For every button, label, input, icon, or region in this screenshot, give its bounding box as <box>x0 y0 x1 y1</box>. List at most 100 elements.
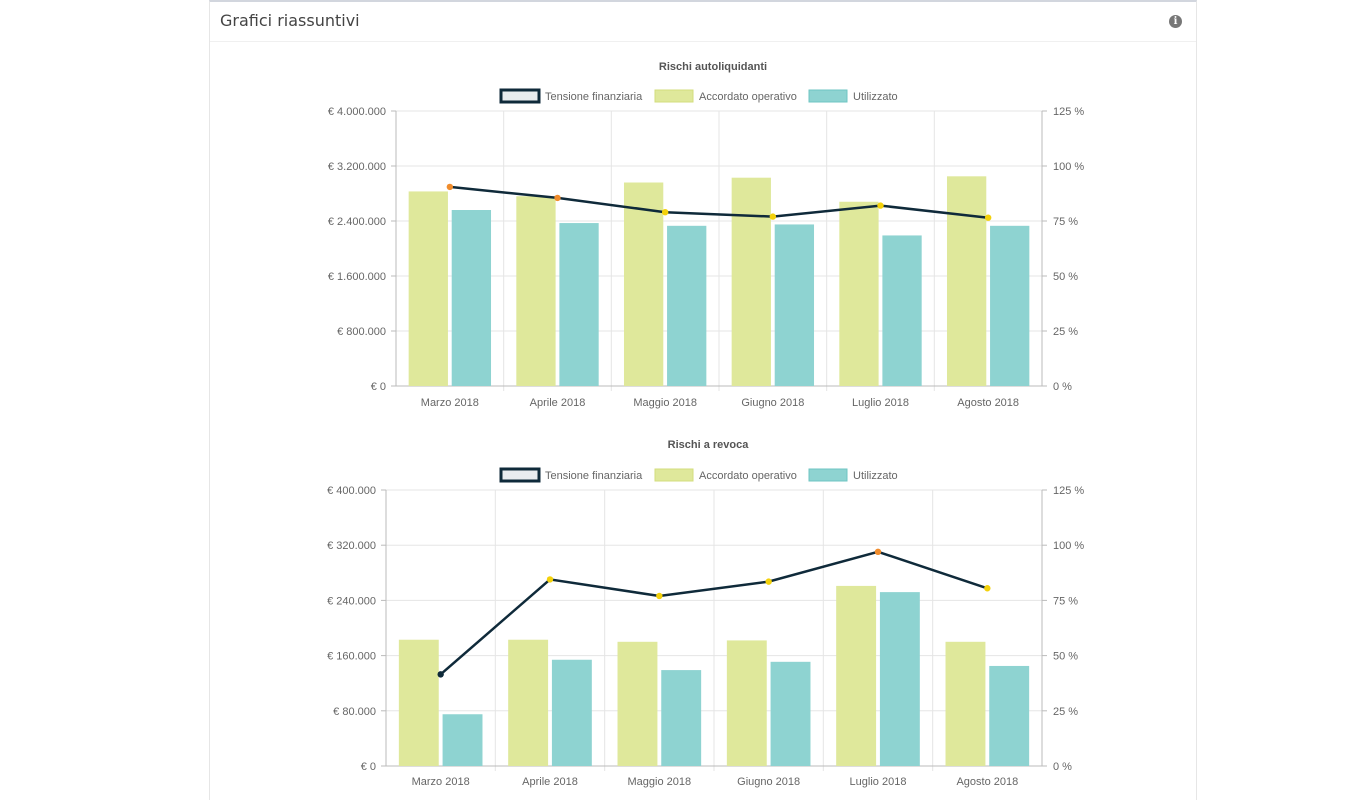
panel-header: Grafici riassuntivi i <box>210 2 1196 42</box>
bar-utilizzato <box>882 235 922 386</box>
x-tick-label: Luglio 2018 <box>852 397 909 409</box>
point-tensione <box>437 671 444 678</box>
y-tick-label-right: 0 % <box>1053 761 1072 773</box>
legend-item-3: Utilizzato <box>808 468 898 482</box>
legend-swatch <box>808 468 848 482</box>
y-tick-label-left: € 160.000 <box>327 651 376 663</box>
y-tick-label-right: 50 % <box>1053 651 1078 663</box>
bar-accordato <box>398 639 439 766</box>
bar-accordato <box>508 639 549 766</box>
legend-swatch <box>499 467 541 483</box>
y-tick-label-left: € 800.000 <box>337 326 386 338</box>
info-icon[interactable]: i <box>1169 15 1182 28</box>
y-tick-label-right: 100 % <box>1053 161 1084 173</box>
y-tick-label-left: € 2.400.000 <box>328 216 386 228</box>
bar-accordato <box>408 191 448 386</box>
point-tensione <box>877 202 884 209</box>
bar-utilizzato <box>559 223 599 386</box>
chart-1: Rischi autoliquidanti Tensione finanziari… <box>328 61 1085 409</box>
y-tick-label-left: € 1.600.000 <box>328 271 386 283</box>
x-tick-label: Agosto 2018 <box>957 397 1019 409</box>
bar-accordato <box>836 585 877 766</box>
y-tick-label-right: 25 % <box>1053 326 1078 338</box>
legend-swatch <box>808 89 848 103</box>
bar-utilizzato <box>551 659 592 766</box>
y-tick-label-right: 75 % <box>1053 216 1078 228</box>
y-tick-label-left: € 320.000 <box>327 540 376 552</box>
y-tick-label-right: 25 % <box>1053 706 1078 718</box>
bar-utilizzato <box>770 661 811 766</box>
x-tick-label: Luglio 2018 <box>850 776 907 788</box>
x-tick-label: Aprile 2018 <box>522 776 578 788</box>
panel-title: Grafici riassuntivi <box>220 11 360 30</box>
point-tensione <box>554 194 561 202</box>
y-tick-label-right: 75 % <box>1053 595 1078 607</box>
y-tick-label-left: € 400.000 <box>327 485 376 497</box>
point-tensione <box>874 548 882 556</box>
legend-item-1: Tensione finanziaria <box>499 88 643 104</box>
legend-swatch <box>654 89 694 103</box>
legend-label: Tensione finanziaria <box>545 470 643 482</box>
legend-label: Utilizzato <box>853 91 898 103</box>
chart-title: Rischi a revoca <box>668 439 750 451</box>
point-tensione <box>984 214 992 221</box>
y-tick-label-left: € 80.000 <box>333 706 376 718</box>
chart-title: Rischi autoliquidanti <box>659 61 767 73</box>
bar-utilizzato <box>990 225 1030 386</box>
bar-accordato <box>946 176 987 386</box>
point-tensione <box>765 578 772 585</box>
x-tick-label: Marzo 2018 <box>412 776 470 788</box>
bar-utilizzato <box>451 210 492 386</box>
bar-accordato <box>945 641 986 766</box>
y-tick-label-right: 0 % <box>1053 381 1072 393</box>
x-tick-label: Giugno 2018 <box>737 776 800 788</box>
line-tensione <box>449 185 989 219</box>
point-tensione <box>546 576 554 583</box>
x-tick-label: Marzo 2018 <box>421 397 479 409</box>
legend-label: Utilizzato <box>853 470 898 482</box>
legend-item-2: Accordato operativo <box>654 89 797 103</box>
legend-item-3: Utilizzato <box>808 89 898 103</box>
bar-accordato <box>617 641 658 766</box>
x-tick-label: Aprile 2018 <box>530 397 586 409</box>
summary-charts-panel: Grafici riassuntivi i <box>209 0 1197 800</box>
bar-accordato <box>839 201 879 386</box>
bar-accordato <box>516 196 556 386</box>
legend-item-1: Tensione finanziaria <box>499 467 643 483</box>
chart-2: Rischi a revoca Tensione finanziaria Accor… <box>327 439 1084 788</box>
legend-label: Accordato operativo <box>699 470 797 482</box>
bar-utilizzato <box>989 665 1030 766</box>
y-tick-label-right: 50 % <box>1053 271 1078 283</box>
y-tick-label-right: 100 % <box>1053 540 1084 552</box>
x-tick-label: Maggio 2018 <box>633 397 697 409</box>
x-tick-label: Maggio 2018 <box>628 776 692 788</box>
x-tick-label: Agosto 2018 <box>956 776 1018 788</box>
point-tensione <box>769 213 777 220</box>
y-tick-label-left: € 0 <box>361 761 376 773</box>
y-tick-label-right: 125 % <box>1053 106 1084 118</box>
bar-accordato <box>726 640 767 766</box>
bar-utilizzato <box>661 670 702 766</box>
point-tensione <box>446 183 454 191</box>
point-tensione <box>656 592 663 600</box>
legend-swatch <box>654 468 694 482</box>
bar-accordato <box>731 177 771 386</box>
y-tick-label-left: € 4.000.000 <box>328 106 386 118</box>
bar-utilizzato <box>774 224 815 386</box>
bar-utilizzato <box>879 592 920 766</box>
legend-item-2: Accordato operativo <box>654 468 797 482</box>
line-tensione <box>439 550 988 676</box>
bar-accordato <box>623 182 664 386</box>
y-tick-label-left: € 3.200.000 <box>328 161 386 173</box>
y-tick-label-left: € 240.000 <box>327 595 376 607</box>
x-tick-label: Giugno 2018 <box>741 397 804 409</box>
y-tick-label-left: € 0 <box>371 381 386 393</box>
legend-label: Tensione finanziaria <box>545 91 643 103</box>
legend-swatch <box>499 88 541 104</box>
point-tensione <box>661 209 669 216</box>
legend-label: Accordato operativo <box>699 91 797 103</box>
point-tensione <box>984 585 991 592</box>
bar-utilizzato <box>442 714 483 766</box>
y-tick-label-right: 125 % <box>1053 485 1084 497</box>
